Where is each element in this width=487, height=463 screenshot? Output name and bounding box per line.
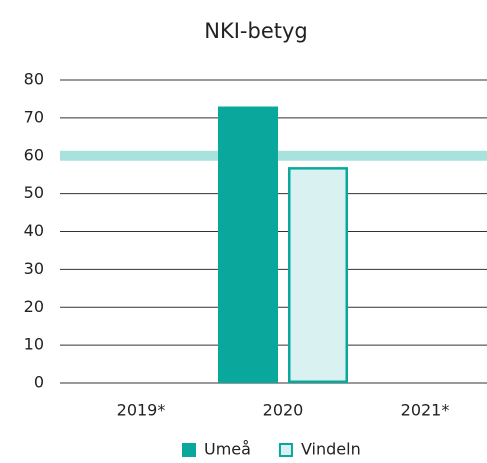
bar: [218, 106, 278, 383]
legend-label: Vindeln: [301, 440, 361, 459]
y-tick-label: 30: [24, 259, 44, 278]
x-tick-label: 2019*: [117, 401, 166, 420]
x-tick-label: 2021*: [401, 401, 450, 420]
y-tick-label: 60: [24, 145, 44, 164]
y-tick-label: 20: [24, 297, 44, 316]
y-tick-label: 50: [24, 183, 44, 202]
chart-title: NKI-betyg: [204, 19, 308, 43]
x-tick-label: 2020: [263, 401, 304, 420]
legend-swatch: [182, 443, 196, 457]
legend-swatch: [278, 443, 293, 457]
legend-label: Umeå: [204, 440, 251, 459]
y-tick-label: 40: [24, 221, 44, 240]
y-tick-label: 0: [34, 373, 44, 392]
y-tick-label: 70: [24, 107, 44, 126]
bar: [288, 167, 348, 383]
y-tick-label: 80: [24, 70, 44, 89]
y-tick-label: 10: [24, 335, 44, 354]
